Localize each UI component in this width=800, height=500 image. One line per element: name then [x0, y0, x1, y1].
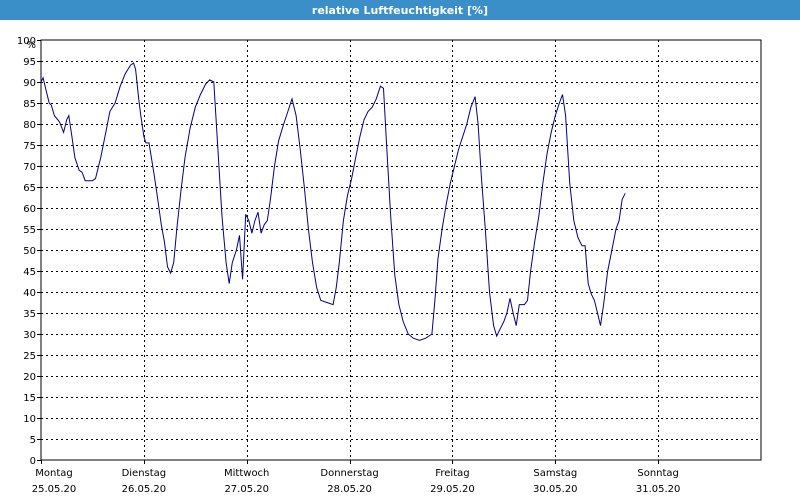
y-tick-label: 50 — [23, 246, 36, 257]
y-tick-label: 55 — [23, 225, 36, 236]
y-tick-label: 100 — [17, 36, 36, 47]
x-tick-date-label: 27.05.20 — [224, 484, 269, 495]
x-tick-day-label: Sonntag — [637, 468, 679, 479]
y-axis-ticks: 0 5 10 15 20 25 30 35 40 45 50 55 60 65 70 75 80 85 90 95 10… — [17, 36, 41, 467]
y-tick-label: 45 — [23, 267, 36, 278]
x-tick-day-label: Freitag — [435, 468, 469, 479]
y-tick-label: 10 — [23, 414, 36, 425]
y-tick-label: 20 — [23, 372, 36, 383]
x-tick-date-label: 26.05.20 — [122, 484, 167, 495]
x-tick-date-label: 31.05.20 — [636, 484, 681, 495]
x-tick-date-label: 29.05.20 — [430, 484, 475, 495]
y-tick-label: 95 — [23, 57, 36, 68]
x-tick-day-label: Samstag — [533, 468, 577, 479]
y-tick-label: 60 — [23, 204, 36, 215]
y-tick-label: 80 — [23, 120, 36, 131]
y-axis-unit: % — [26, 40, 36, 51]
chart-title: relative Luftfeuchtigkeit [%] — [0, 0, 800, 20]
y-tick-label: 90 — [23, 78, 36, 89]
x-tick-date-label: 30.05.20 — [533, 484, 578, 495]
x-tick-date-label: 28.05.20 — [327, 484, 372, 495]
y-tick-label: 85 — [23, 99, 36, 110]
humidity-line — [40, 62, 626, 341]
x-axis-ticks: Montag 25.05.20 Dienstag 26.05.20 Mittwoch 27… — [32, 460, 681, 495]
y-tick-label: 25 — [23, 351, 36, 362]
y-tick-label: 5 — [30, 435, 36, 446]
grid — [41, 40, 761, 460]
y-tick-label: 0 — [30, 456, 36, 467]
x-tick-day-label: Montag — [35, 468, 72, 479]
y-tick-label: 15 — [23, 393, 36, 404]
x-tick-day-label: Dienstag — [122, 468, 167, 479]
y-tick-label: 75 — [23, 141, 36, 152]
y-tick-label: 70 — [23, 162, 36, 173]
y-tick-label: 40 — [23, 288, 36, 299]
y-tick-label: 65 — [23, 183, 36, 194]
y-tick-label: 35 — [23, 309, 36, 320]
x-tick-day-label: Mittwoch — [224, 468, 269, 479]
x-tick-day-label: Donnerstag — [320, 468, 378, 479]
y-tick-label: 30 — [23, 330, 36, 341]
x-tick-date-label: 25.05.20 — [32, 484, 77, 495]
